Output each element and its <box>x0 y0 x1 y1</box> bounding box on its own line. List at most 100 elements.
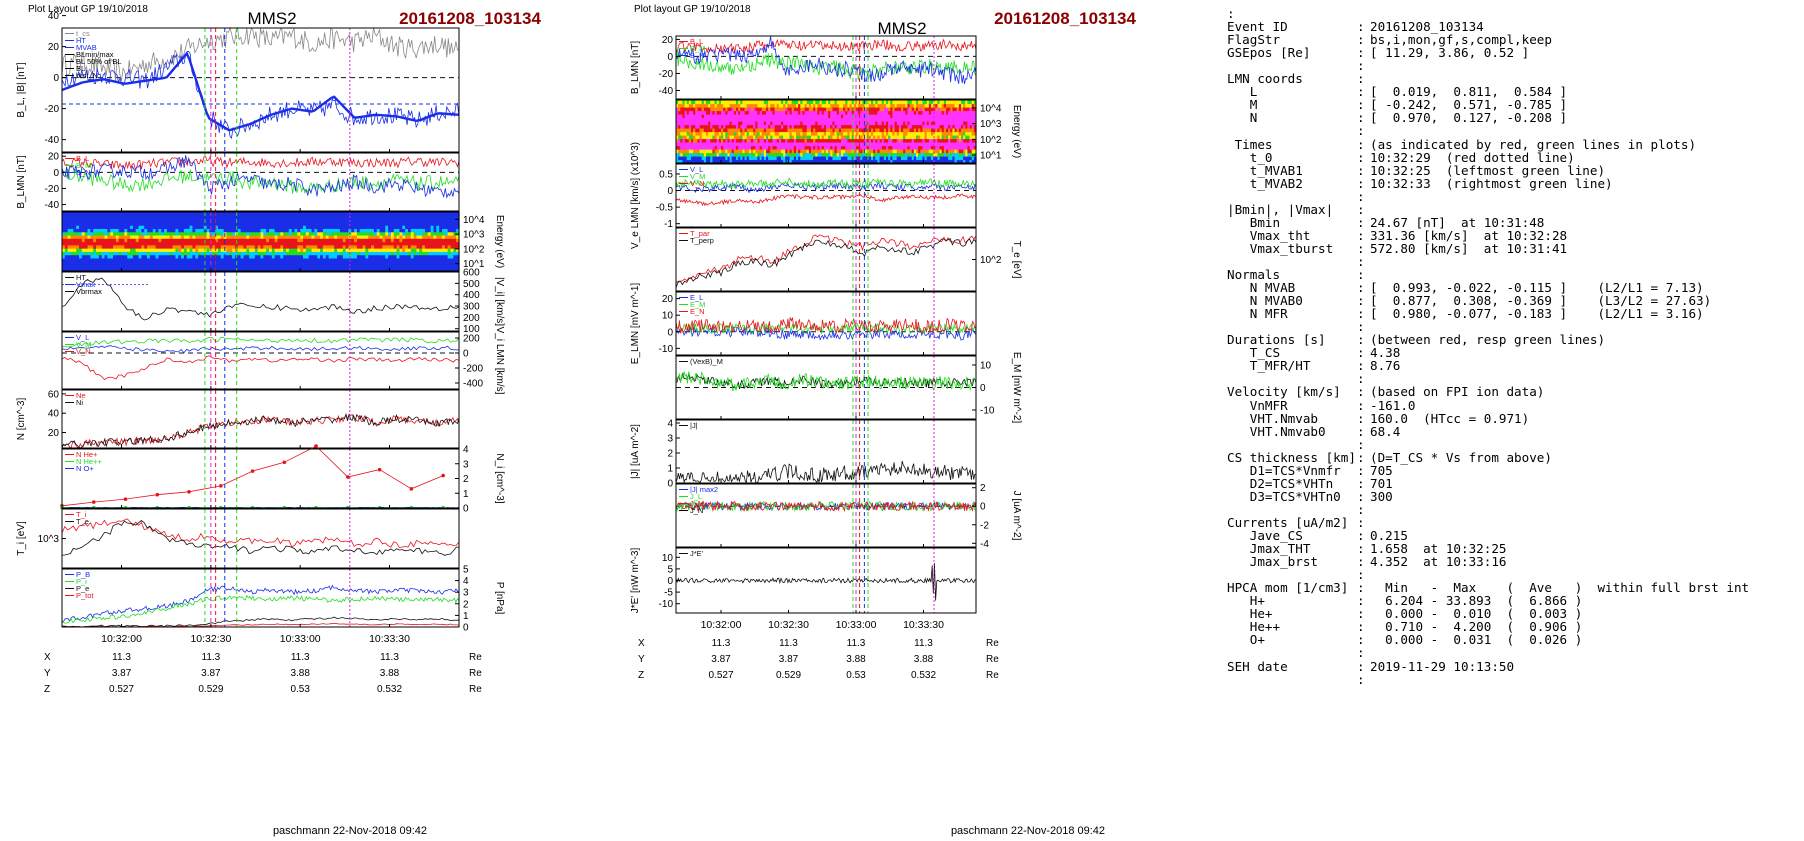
spectrogram-cell <box>240 212 245 216</box>
spectrogram-cell <box>806 149 810 154</box>
spectrogram-cell <box>856 156 859 161</box>
spectrogram-cell <box>164 218 168 223</box>
spectrogram-cell <box>710 128 714 133</box>
spectrogram-cell <box>87 257 91 262</box>
spectrogram-cell <box>107 215 111 220</box>
spectrogram-cell <box>132 244 137 249</box>
spectrogram-cell <box>407 215 412 220</box>
spectrogram-cell <box>853 135 857 140</box>
spectrogram-cell <box>742 128 746 133</box>
spectrogram-cell <box>858 110 861 115</box>
spectrogram-cell <box>804 149 808 154</box>
spectrogram-cell <box>733 121 737 126</box>
spectrogram-cell <box>297 254 301 259</box>
spectrogram-cell <box>742 135 746 140</box>
spectrogram-cell <box>73 231 77 236</box>
spectrogram-cell <box>314 264 318 269</box>
spectrogram-cell <box>291 234 296 239</box>
spectrogram-cell <box>249 212 253 216</box>
spectrogram-cell <box>334 231 338 236</box>
spectrogram-cell <box>800 110 804 115</box>
spectrogram-cell <box>189 261 194 266</box>
spectrogram-cell <box>280 248 284 252</box>
spectrogram-cell <box>783 128 786 133</box>
spectrogram-cell <box>868 156 872 161</box>
spectrogram-cell <box>725 110 729 115</box>
spectrogram-cell <box>896 159 900 164</box>
spectrogram-cell <box>294 267 298 272</box>
spectrogram-cell <box>96 244 100 249</box>
spectrogram-cell <box>708 149 711 154</box>
spectrogram-cell <box>354 261 358 266</box>
spectrogram-cell <box>144 244 148 249</box>
spectrogram-cell <box>198 254 202 259</box>
spectrogram-cell <box>836 138 840 143</box>
spectrogram-cell <box>716 135 720 140</box>
series-hepp <box>61 445 444 507</box>
spectrogram-cell <box>181 215 185 220</box>
spectrogram-cell <box>413 231 418 236</box>
spectrogram-cell <box>223 244 228 249</box>
spectrogram-cell <box>407 244 412 249</box>
spectrogram-cell <box>356 244 361 249</box>
spectrogram-cell <box>778 124 782 129</box>
spectrogram-cell <box>124 231 128 236</box>
spectrogram-cell <box>834 152 838 157</box>
spectrogram-cell <box>81 254 86 259</box>
spectrogram-cell <box>439 228 443 233</box>
spectrogram-cell <box>200 218 205 223</box>
spectrogram-cell <box>413 238 418 243</box>
spectrogram-cell <box>240 218 245 223</box>
spectrogram-cell <box>924 121 928 126</box>
legend-label: B_L <box>690 37 703 46</box>
spectrogram-cell <box>821 156 825 161</box>
spectrogram-cell <box>266 218 270 223</box>
spectrogram-cell <box>251 234 256 239</box>
spectrogram-cell <box>274 261 279 266</box>
spectrogram-cell <box>314 241 318 246</box>
spectrogram-cell <box>373 264 378 269</box>
spectrogram-cell <box>113 228 117 233</box>
spectrogram-cell <box>200 261 205 266</box>
spectrogram-cell <box>871 142 874 147</box>
spectrogram-cell <box>405 221 409 226</box>
spectrogram-cell <box>680 100 684 105</box>
spectrogram-cell <box>141 234 145 239</box>
spectrogram-cell <box>87 215 91 220</box>
spectrogram-cell <box>271 231 276 236</box>
spectrogram-cell <box>280 251 284 256</box>
spectrogram-cell <box>413 234 418 239</box>
y-tick-label: 20 <box>662 35 674 46</box>
spectrogram-cell <box>819 142 823 147</box>
spectrogram-cell <box>70 241 74 246</box>
spectrogram-cell <box>93 231 97 236</box>
spectrogram-cell <box>260 241 264 246</box>
spectrogram-cell <box>862 124 866 129</box>
spectrogram-cell <box>305 238 310 243</box>
spectrogram-cell <box>447 234 452 239</box>
spectrogram-cell <box>390 212 395 216</box>
spectrogram-cell <box>402 215 406 220</box>
spectrogram-cell <box>342 238 347 243</box>
spectrogram-cell <box>240 238 245 243</box>
spectrogram-cell <box>783 131 786 136</box>
spectrogram-cell <box>138 231 142 236</box>
spectrogram-cell <box>388 212 392 216</box>
spectrogram-cell <box>183 267 188 272</box>
spectrogram-cell <box>898 100 902 105</box>
spectrogram-cell <box>356 215 361 220</box>
spectrogram-cell <box>796 124 799 129</box>
spectrogram-cell <box>441 267 446 272</box>
spectrogram-cell <box>796 114 799 119</box>
spectrogram-cell <box>209 257 213 262</box>
spectrogram-cell <box>388 225 392 229</box>
spectrogram-cell <box>800 107 804 112</box>
spectrogram-cell <box>348 221 352 226</box>
spectrogram-cell <box>819 135 823 140</box>
spectrogram-cell <box>237 234 242 239</box>
spectrogram-cell <box>308 248 313 252</box>
spectrogram-cell <box>858 152 861 157</box>
spectrogram-cell <box>110 264 114 269</box>
spectrogram-cell <box>853 149 857 154</box>
spectrogram-cell <box>815 138 819 143</box>
